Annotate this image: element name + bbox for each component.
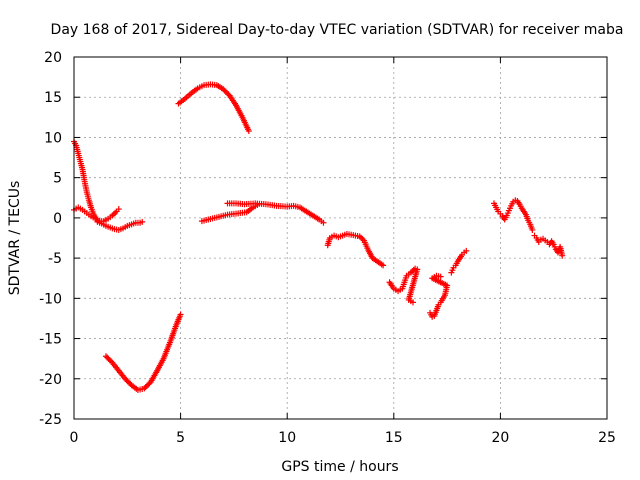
x-tick-label: 25 [598,430,616,446]
y-tick-label: 5 [53,171,62,187]
data-point [380,262,387,269]
y-tick-label: -10 [39,291,62,307]
series-arc-8 [324,230,387,269]
series-arc-7 [224,200,327,226]
data-points [71,81,566,394]
series-arc-9 [386,265,421,306]
series-arc-10 [427,272,451,320]
y-tick-label: -25 [39,412,62,428]
tick-labels: 0 5 10 15 20 25 -25 -20 -15 -10 -5 0 5 10 15 20 [39,50,616,446]
series-arc-1 [71,138,101,224]
grid [74,57,607,419]
x-tick-label: 20 [491,430,509,446]
plot-frame [73,56,608,420]
y-tick-label: -15 [39,332,62,348]
y-tick-label: 10 [44,130,62,146]
data-point [139,218,146,225]
chart-title: Day 168 of 2017, Sidereal Day-to-day VTE… [51,22,624,38]
series-arc-13 [531,232,566,259]
x-axis-label: GPS time / hours [281,459,398,475]
data-point [529,226,536,233]
x-tick-label: 0 [70,430,79,446]
data-point [115,206,122,213]
data-point [245,128,252,135]
data-point [177,311,184,318]
x-tick-label: 15 [385,430,403,446]
x-tick-label: 10 [278,430,296,446]
y-tick-label: 20 [44,50,62,66]
data-point [409,299,416,306]
data-point [320,219,327,226]
series-arc-5 [175,81,252,135]
y-tick-label: -5 [48,251,62,267]
series-arc-4 [102,311,184,394]
data-point [463,247,470,254]
y-tick-label: -20 [39,372,62,388]
y-tick-label: 15 [44,90,62,106]
data-point [437,273,444,280]
series-arc-12 [491,197,536,233]
series-arc-11 [448,247,470,276]
y-axis-label: SDTVAR / TECUs [7,181,23,296]
series-arc-3 [94,218,146,233]
y-tick-label: 0 [53,211,62,227]
x-tick-label: 5 [176,430,185,446]
data-point [559,252,566,259]
